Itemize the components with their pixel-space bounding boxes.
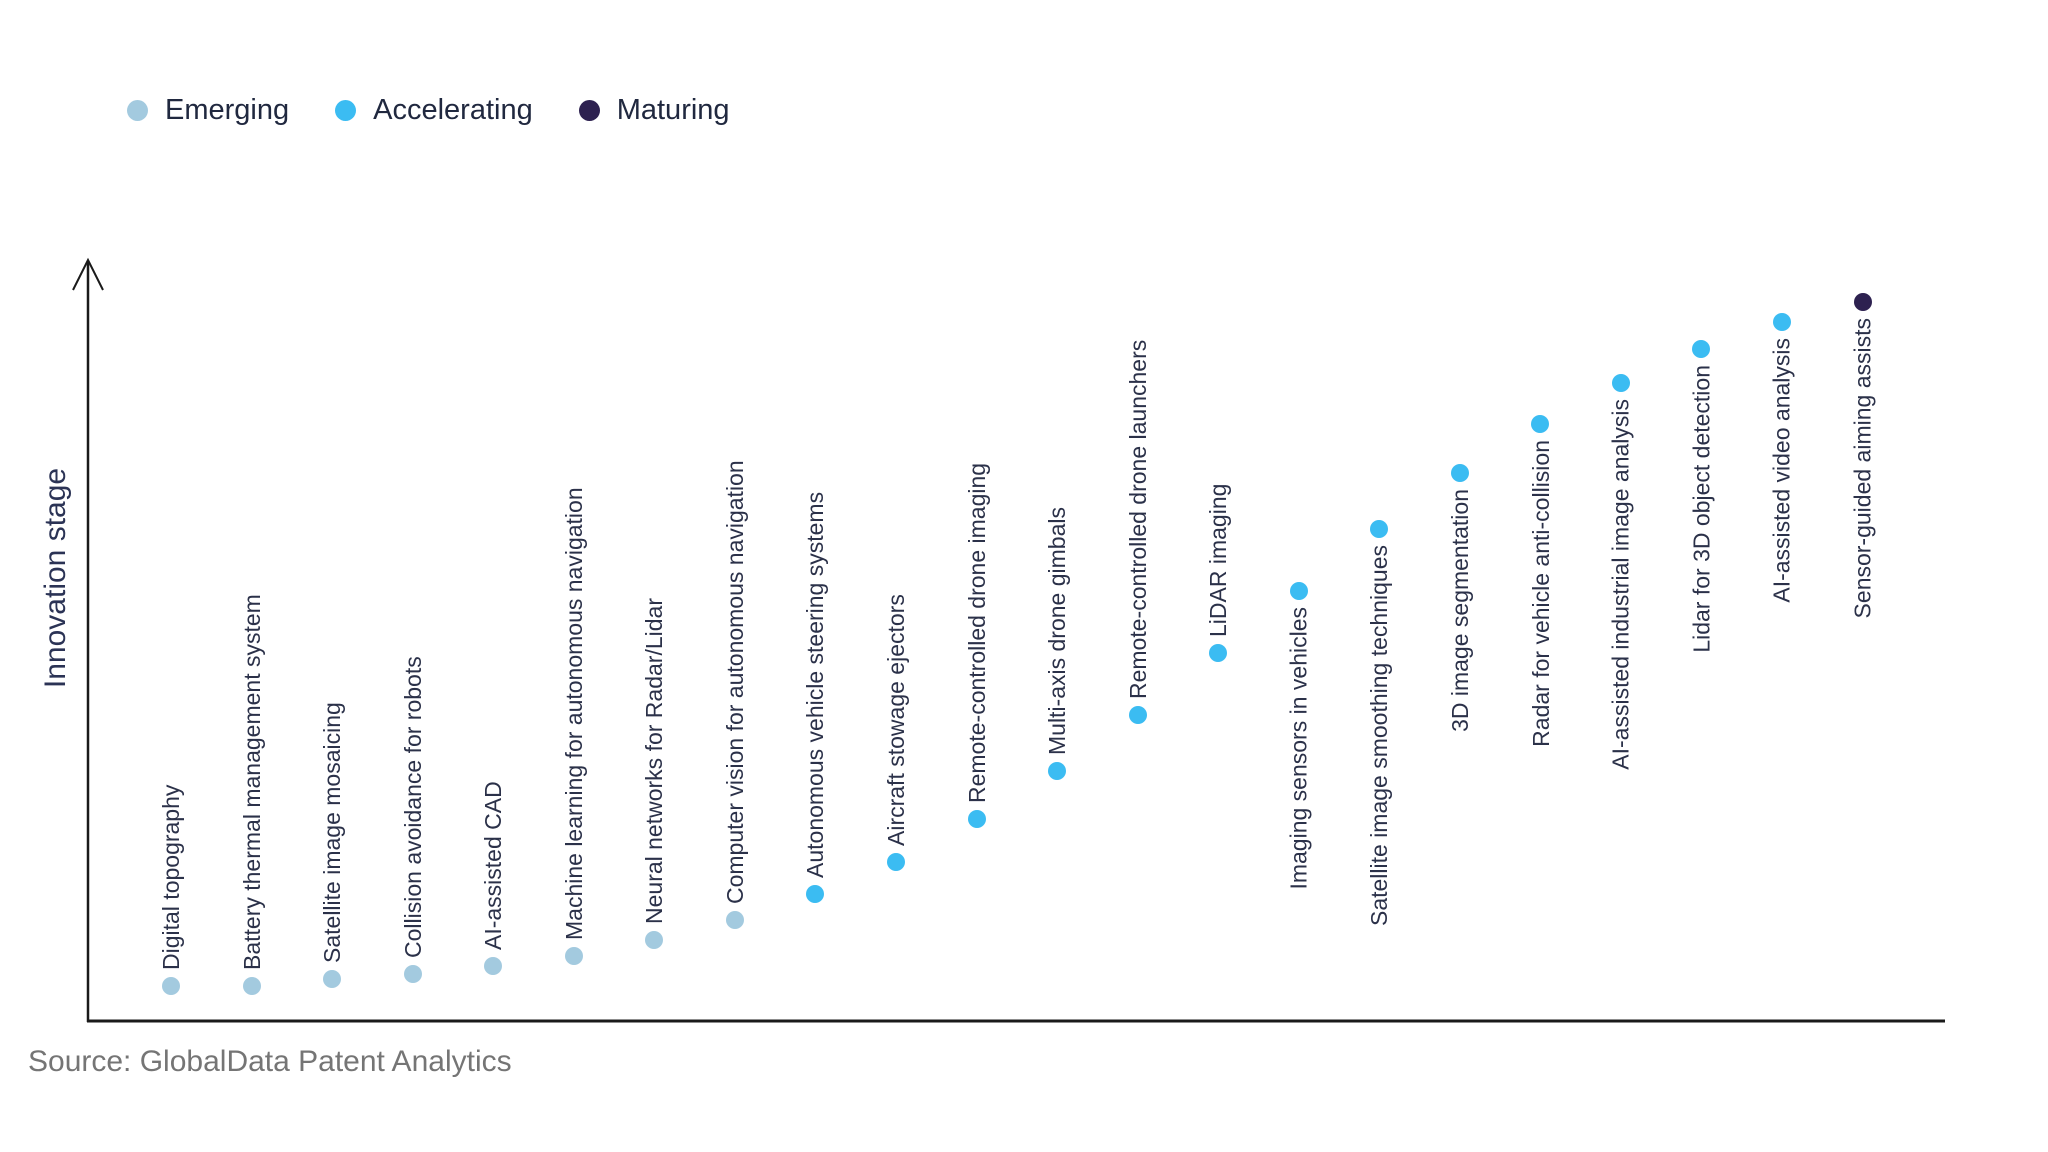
data-point-label: Lidar for 3D object detection [1688,364,1715,653]
legend-item-maturing: Maturing [578,94,730,127]
data-point-label: Digital topography [158,785,184,971]
legend-dot-maturing-icon [578,100,600,121]
data-point-label: LiDAR imaging [1205,483,1232,637]
data-point-label: Collision avoidance for robots [399,656,426,959]
legend-label-maturing: Maturing [616,94,730,126]
source-note: Source: GlobalData Patent Analytics [28,1045,512,1078]
data-point-label: AI-assisted CAD [480,781,507,951]
data-point-dot [645,930,664,949]
data-point-label: AI-assisted industrial image analysis [1607,399,1634,770]
data-point-label: Satellite image mosaicing [319,702,346,964]
data-point-dot [1370,520,1389,539]
data-point-dot [403,965,422,984]
data-point-dot [242,976,261,995]
data-point-dot [725,911,744,930]
legend-item-accelerating: Accelerating [335,94,533,127]
data-point-label: AI-assisted video analysis [1769,338,1795,603]
data-point-label: Imaging sensors in vehicles [1285,607,1312,890]
data-point-dot [1209,643,1228,662]
data-point-label: Machine learning for autonomous navigati… [560,487,587,941]
legend-item-emerging: Emerging [127,94,289,127]
legend-dot-accelerating-icon [335,100,357,121]
data-point-dot [806,884,825,903]
data-point-label: Computer vision for autonomous navigatio… [721,460,748,905]
data-point-dot [323,970,342,989]
data-point-dot [1048,761,1067,780]
data-point-label: 3D image segmentation [1446,489,1473,733]
data-point-label: Aircraft stowage ejectors [882,594,909,847]
y-axis-arrow-icon [72,257,104,291]
data-point-dot [886,853,905,872]
data-point-dot [1450,464,1469,483]
data-point-dot [1773,313,1791,332]
data-point-label: Satellite image smoothing techniques [1366,545,1393,927]
data-point-label: Radar for vehicle anti-collision [1527,440,1554,748]
data-point-dot [484,957,503,976]
data-point-label: Multi-axis drone gimbals [1044,506,1071,755]
data-point-dot [1611,374,1630,393]
data-point-dot [564,947,583,966]
y-axis-title: Innovation stage [39,467,72,689]
data-point-label: Autonomous vehicle steering systems [802,491,829,878]
data-point-dot [967,809,986,828]
data-point-label: Neural networks for Radar/Lidar [641,597,668,924]
data-point-label: Battery thermal management system [238,593,265,970]
data-point-label: Remote-controlled drone launchers [1124,339,1151,699]
data-point-dot [1289,582,1308,601]
legend-dot-emerging-icon [127,100,148,121]
data-point-dot [1531,415,1550,434]
data-point-dot [162,977,180,996]
data-point-label: Remote-controlled drone imaging [963,462,990,803]
data-point-dot [1853,293,1872,311]
data-point-label: Sensor-guided aiming assists [1849,318,1876,619]
legend-label-emerging: Emerging [165,94,290,126]
data-point-dot [1128,705,1147,724]
chart-legend: Emerging Accelerating Maturing [127,94,730,127]
legend-label-accelerating: Accelerating [373,94,533,126]
data-point-dot [1692,339,1711,358]
